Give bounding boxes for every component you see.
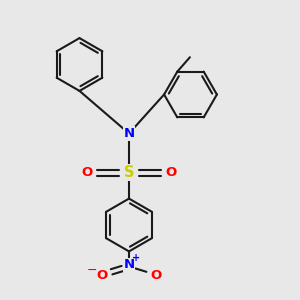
Text: N: N bbox=[123, 127, 135, 140]
Text: +: + bbox=[131, 253, 140, 263]
Text: O: O bbox=[81, 166, 93, 179]
Text: −: − bbox=[87, 263, 98, 277]
Text: O: O bbox=[96, 269, 108, 282]
Text: S: S bbox=[124, 165, 134, 180]
Text: O: O bbox=[150, 269, 162, 282]
Text: O: O bbox=[165, 166, 177, 179]
Text: N: N bbox=[123, 258, 135, 272]
